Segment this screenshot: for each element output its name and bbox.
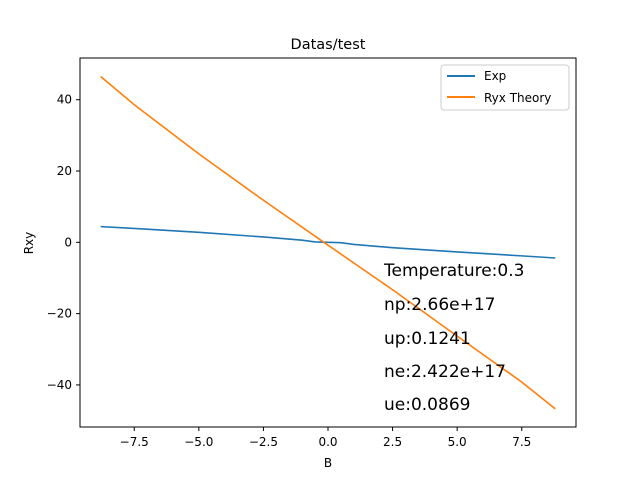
annotation-temperature: Temperature:0.3 (383, 261, 524, 281)
legend-label-ryx-theory: Ryx Theory (484, 91, 551, 105)
annotation-np: np:2.66e+17 (384, 295, 495, 315)
legend: Exp Ryx Theory (440, 64, 570, 111)
chart-title: Datas/test (291, 37, 366, 53)
series-layer (100, 75, 556, 410)
series-line-ryx-theory (100, 75, 556, 410)
y-tick-label: −20 (47, 307, 72, 321)
y-tick-label: −40 (47, 378, 72, 392)
x-tick-label: 7.5 (512, 435, 531, 449)
y-tick-label: 40 (57, 93, 72, 107)
x-tick-label: −7.5 (120, 435, 149, 449)
legend-label-exp: Exp (484, 69, 506, 83)
y-axis-label: Rxy (22, 232, 36, 255)
x-tick-label: 0.0 (318, 435, 337, 449)
y-tick-label: 20 (57, 164, 72, 178)
x-tick-label: −5.0 (184, 435, 213, 449)
x-tick-label: 2.5 (383, 435, 402, 449)
y-tick-label: 0 (64, 235, 72, 249)
x-tick-label: −2.5 (249, 435, 278, 449)
annotation-ue: ue:0.0869 (384, 395, 470, 415)
series-line-exp (100, 225, 556, 259)
x-axis-label: B (324, 456, 332, 470)
x-tick-label: 5.0 (448, 435, 467, 449)
ticks-layer: −7.5 −5.0 −2.5 0.0 2.5 5.0 7.5 40 20 0 −20 −40 (47, 93, 532, 449)
annotation-block: Temperature:0.3 np:2.66e+17 up:0.1241 ne… (383, 261, 524, 415)
annotation-up: up:0.1241 (384, 329, 471, 349)
annotation-ne: ne:2.422e+17 (384, 362, 506, 382)
